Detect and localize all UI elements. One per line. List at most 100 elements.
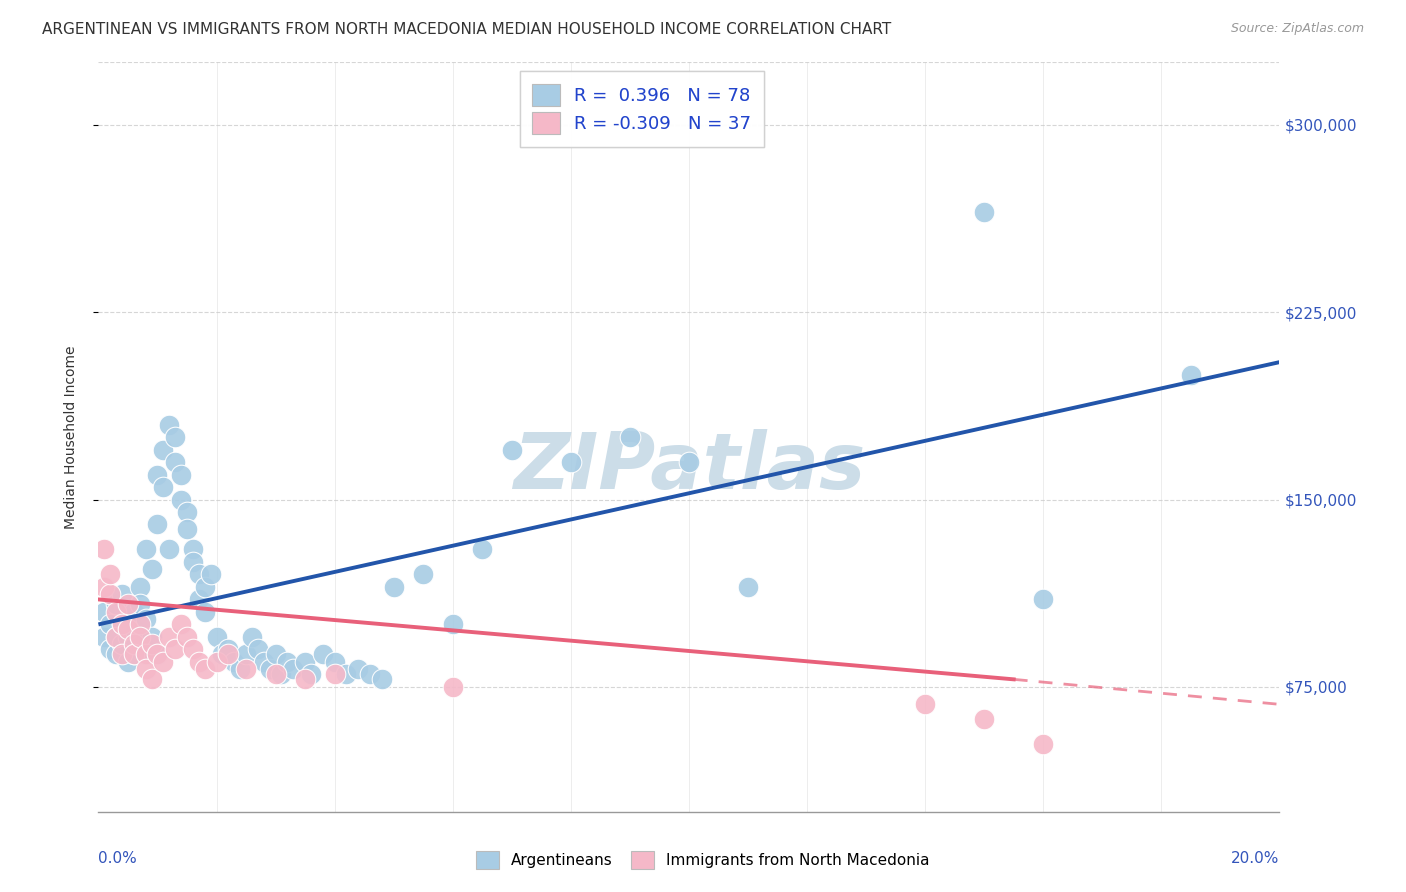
- Point: [371, 673, 394, 687]
- Point: [146, 467, 169, 482]
- Legend: R =  0.396   N = 78, R = -0.309   N = 37: R = 0.396 N = 78, R = -0.309 N = 37: [520, 71, 763, 147]
- Point: [135, 642, 157, 657]
- Point: [111, 637, 134, 651]
- Point: [135, 542, 157, 557]
- Point: [98, 642, 121, 657]
- Point: [194, 662, 217, 676]
- Point: [157, 417, 180, 432]
- Point: [170, 467, 193, 482]
- Point: [217, 648, 239, 662]
- Text: 0.0%: 0.0%: [98, 851, 138, 865]
- Point: [1032, 592, 1054, 607]
- Point: [253, 655, 276, 669]
- Point: [323, 655, 346, 669]
- Point: [312, 648, 335, 662]
- Text: ARGENTINEAN VS IMMIGRANTS FROM NORTH MACEDONIA MEDIAN HOUSEHOLD INCOME CORRELATI: ARGENTINEAN VS IMMIGRANTS FROM NORTH MAC…: [42, 22, 891, 37]
- Point: [111, 648, 134, 662]
- Point: [299, 667, 322, 681]
- Text: Source: ZipAtlas.com: Source: ZipAtlas.com: [1230, 22, 1364, 36]
- Point: [441, 617, 464, 632]
- Point: [235, 648, 257, 662]
- Point: [181, 542, 204, 557]
- Point: [382, 580, 405, 594]
- Point: [359, 667, 381, 681]
- Point: [122, 648, 145, 662]
- Point: [93, 580, 115, 594]
- Point: [264, 667, 287, 681]
- Point: [1180, 368, 1202, 382]
- Point: [105, 630, 128, 644]
- Point: [111, 587, 134, 601]
- Point: [122, 623, 145, 637]
- Point: [122, 648, 145, 662]
- Point: [111, 617, 134, 632]
- Point: [105, 598, 128, 612]
- Point: [152, 480, 174, 494]
- Point: [157, 630, 180, 644]
- Point: [117, 598, 139, 612]
- Point: [194, 580, 217, 594]
- Point: [141, 630, 163, 644]
- Point: [737, 580, 759, 594]
- Point: [187, 592, 209, 607]
- Point: [135, 612, 157, 626]
- Point: [122, 637, 145, 651]
- Point: [105, 648, 128, 662]
- Point: [200, 567, 222, 582]
- Point: [471, 542, 494, 557]
- Point: [283, 662, 305, 676]
- Point: [235, 662, 257, 676]
- Point: [259, 662, 281, 676]
- Point: [128, 630, 150, 644]
- Point: [224, 655, 246, 669]
- Point: [152, 442, 174, 457]
- Point: [347, 662, 370, 676]
- Point: [240, 630, 263, 644]
- Point: [678, 455, 700, 469]
- Point: [914, 698, 936, 712]
- Point: [98, 567, 121, 582]
- Point: [135, 648, 157, 662]
- Point: [165, 642, 187, 657]
- Point: [176, 630, 198, 644]
- Point: [165, 430, 187, 444]
- Point: [141, 562, 163, 576]
- Point: [141, 673, 163, 687]
- Point: [165, 455, 187, 469]
- Point: [146, 648, 169, 662]
- Point: [194, 605, 217, 619]
- Point: [170, 617, 193, 632]
- Point: [229, 662, 252, 676]
- Point: [135, 662, 157, 676]
- Point: [187, 567, 209, 582]
- Point: [117, 623, 139, 637]
- Point: [152, 655, 174, 669]
- Point: [181, 642, 204, 657]
- Point: [211, 648, 233, 662]
- Point: [105, 605, 128, 619]
- Point: [973, 205, 995, 219]
- Point: [973, 712, 995, 726]
- Point: [93, 542, 115, 557]
- Point: [205, 630, 228, 644]
- Point: [181, 555, 204, 569]
- Point: [117, 630, 139, 644]
- Text: ZIPatlas: ZIPatlas: [513, 429, 865, 505]
- Legend: Argentineans, Immigrants from North Macedonia: Argentineans, Immigrants from North Mace…: [470, 845, 936, 875]
- Point: [146, 648, 169, 662]
- Point: [270, 667, 292, 681]
- Point: [246, 642, 269, 657]
- Point: [98, 617, 121, 632]
- Point: [217, 642, 239, 657]
- Point: [170, 492, 193, 507]
- Point: [122, 605, 145, 619]
- Point: [98, 587, 121, 601]
- Point: [93, 630, 115, 644]
- Point: [128, 617, 150, 632]
- Point: [128, 580, 150, 594]
- Point: [105, 630, 128, 644]
- Point: [141, 637, 163, 651]
- Point: [157, 542, 180, 557]
- Point: [146, 517, 169, 532]
- Y-axis label: Median Household Income: Median Household Income: [63, 345, 77, 529]
